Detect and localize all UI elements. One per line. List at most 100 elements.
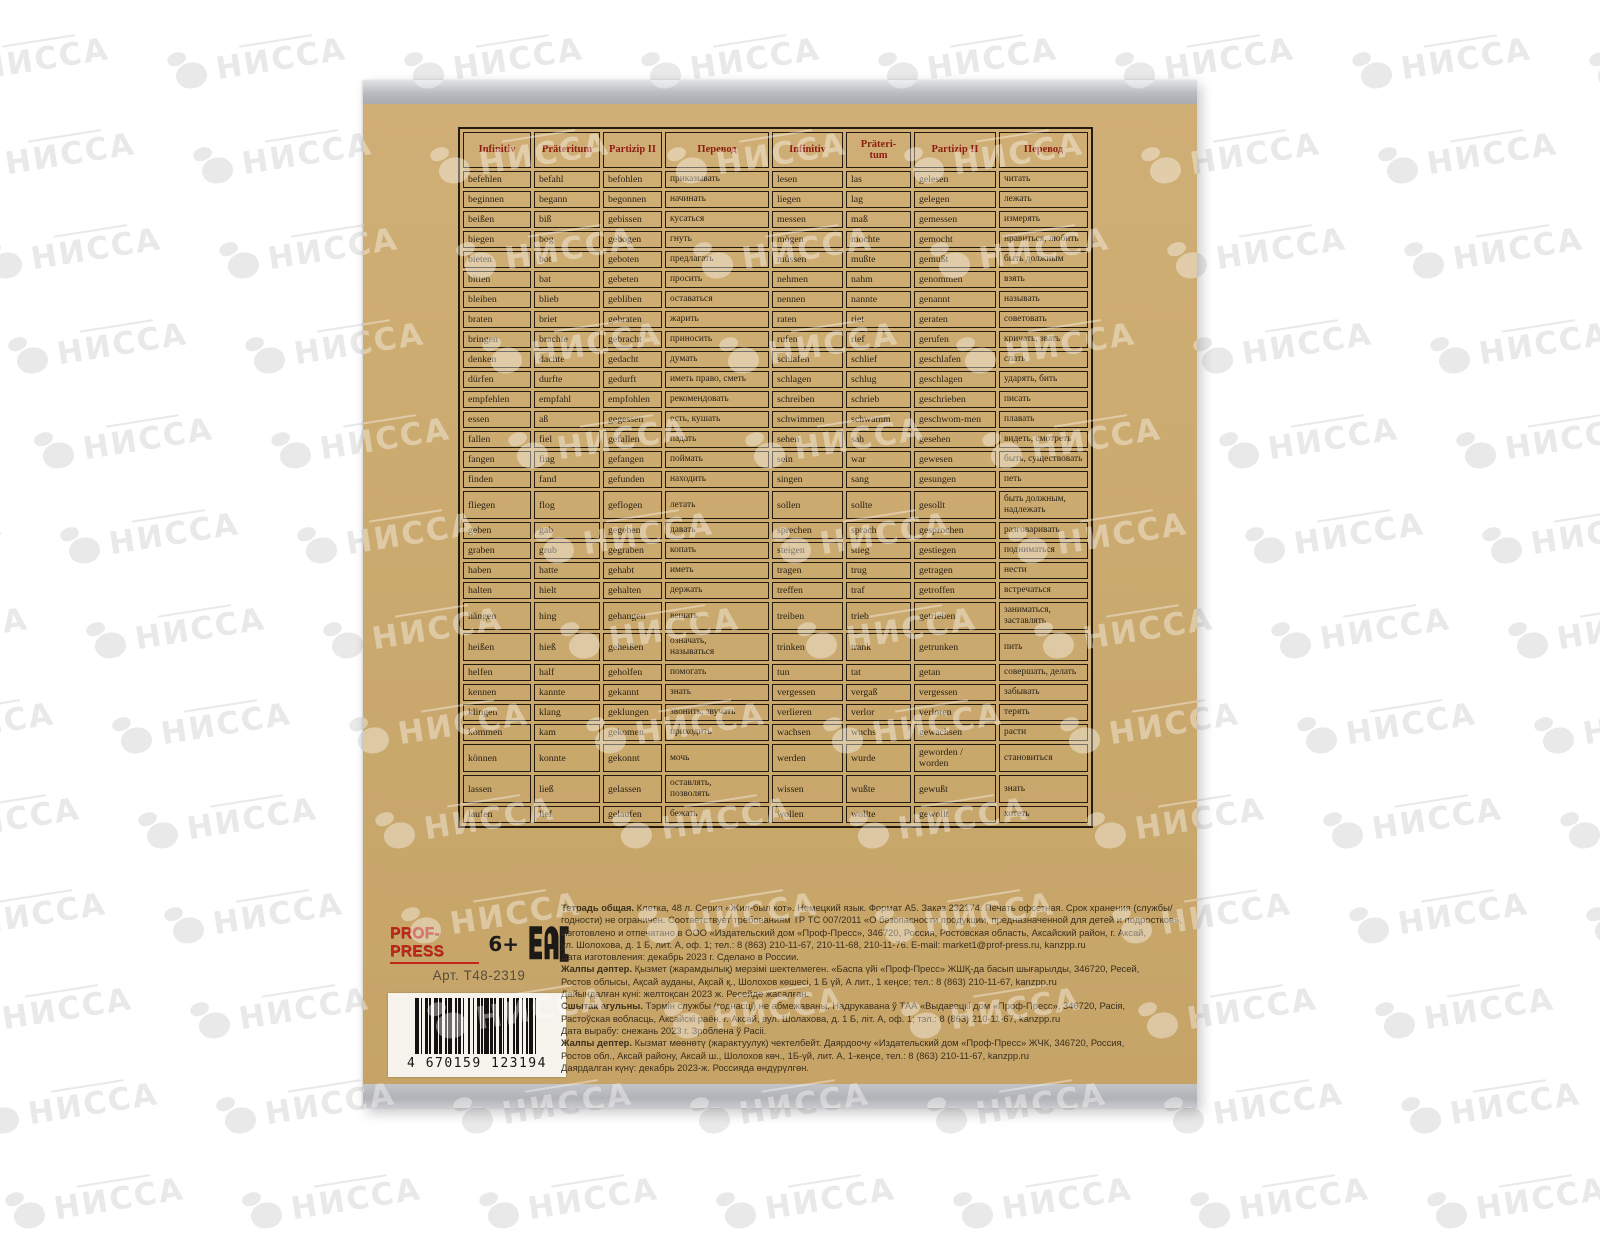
table-cell: trug	[846, 562, 911, 579]
legal-line: Ростов облысы, Ақсай ауданы, Ақсай қ., Ш…	[561, 976, 1201, 988]
nissa-watermark-text: НИССА	[0, 886, 109, 943]
nissa-watermark-text: НИССА	[1395, 886, 1531, 943]
table-cell: пить	[999, 633, 1088, 661]
table-cell: kannte	[534, 684, 600, 701]
nissa-watermark: НИССА	[951, 1163, 1135, 1233]
table-cell: fiel	[534, 431, 600, 448]
table-cell: singen	[772, 471, 843, 488]
age-rating-badge: 6+	[488, 932, 519, 956]
table-cell: спать	[999, 351, 1088, 368]
table-cell: gemessen	[914, 211, 996, 228]
notebook-back-cover: Infinitiv Präteritum Partizip II Перевод Inf…	[363, 80, 1197, 1108]
nissa-watermark: НИССА	[110, 688, 294, 758]
legal-line: Дата вырабу: снежань 2023 г. Зроблена ў …	[561, 1025, 1201, 1037]
legal-line: Сшытак агульны. Тэрмін службы (годнасці)…	[561, 1000, 1201, 1012]
table-cell: schwimmen	[772, 411, 843, 428]
nissa-logo-icon	[110, 710, 157, 758]
table-cell: sollte	[846, 491, 911, 519]
table-cell: gemußt	[914, 251, 996, 268]
table-cell: mochte	[846, 231, 911, 248]
nissa-logo-icon	[1376, 140, 1423, 188]
table-cell: geschrieben	[914, 391, 996, 408]
legal-line-text: Тэрмін службы (годнасці) не абмежаваны. …	[642, 1000, 1126, 1012]
legal-line: Даярдалган күнү: декабрь 2023-ж. Россияд…	[561, 1062, 1201, 1074]
nissa-watermark-text: НИССА	[0, 981, 135, 1038]
nissa-watermark-text: НИССА	[687, 31, 823, 88]
legal-line: ул. Шолохова, д. 1 Б, лит. А, оф. 1; тел…	[561, 939, 1201, 951]
table-cell: есть, кушать	[665, 411, 769, 428]
table-cell: читать	[999, 171, 1088, 188]
table-cell: bleiben	[463, 291, 531, 308]
table-cell: befehlen	[463, 171, 531, 188]
nissa-watermark-text: НИССА	[1184, 981, 1320, 1038]
nissa-watermark-text: НИССА	[2, 126, 138, 183]
table-row: beißen biß gebissen кусаться messen maß gemess…	[463, 211, 1088, 228]
table-cell: иметь право, сметь	[665, 371, 769, 388]
table-cell: war	[846, 451, 911, 468]
nissa-logo-icon	[1425, 1185, 1472, 1233]
table-cell: traf	[846, 582, 911, 599]
nissa-logo-icon	[3, 1185, 50, 1233]
table-cell: хотеть	[999, 806, 1088, 823]
table-cell: кусаться	[665, 211, 769, 228]
table-cell: trank	[846, 633, 911, 661]
table-cell: wollen	[772, 806, 843, 823]
table-row: halten hielt gehalten держать treffen traf get…	[463, 582, 1088, 599]
nissa-watermark: НИССА	[477, 1163, 661, 1233]
table-cell: gebliben	[603, 291, 662, 308]
table-row: fliegen flog geflogen летать sollen sollte ges…	[463, 491, 1088, 519]
nissa-watermark-text: НИССА	[132, 601, 268, 658]
nissa-watermark-text: НИССА	[1210, 1076, 1346, 1133]
column-header: Перевод	[999, 132, 1088, 168]
legal-text-block: Тетрадь общая. Клетка, 48 л. Серия «Жил-…	[561, 902, 1201, 1074]
table-cell: werden	[772, 744, 843, 772]
nissa-watermark: НИССА	[1532, 688, 1600, 758]
table-cell: empfahl	[534, 391, 600, 408]
table-cell: getrunken	[914, 633, 996, 661]
nissa-logo-icon	[1584, 900, 1600, 948]
table-cell: gelaufen	[603, 806, 662, 823]
nissa-logo-icon	[1402, 235, 1449, 283]
table-cell: hieß	[534, 633, 600, 661]
table-cell: bitten	[463, 271, 531, 288]
nissa-watermark: НИССА	[0, 878, 109, 947]
legal-line-text: Дайындалған күні: желтоқсан 2023 ж. Ресе…	[561, 988, 810, 1000]
nissa-watermark-text: НИССА	[1424, 126, 1560, 183]
nissa-watermark: НИССА	[1376, 118, 1560, 188]
nissa-logo-icon	[6, 330, 53, 378]
table-row: bitten bat gebeten просить nehmen nahm genomme…	[463, 271, 1088, 288]
column-header: Partizip II	[603, 132, 662, 168]
table-cell: brachte	[534, 331, 600, 348]
table-cell: geklungen	[603, 704, 662, 721]
table-cell: nannte	[846, 291, 911, 308]
nissa-logo-icon	[1506, 615, 1553, 663]
nissa-watermark: НИССА	[1454, 403, 1600, 473]
table-cell: hing	[534, 602, 600, 630]
nissa-watermark-text: НИССА	[0, 791, 83, 848]
table-cell: befohlen	[603, 171, 662, 188]
table-cell: bat	[534, 271, 600, 288]
table-cell: gehabt	[603, 562, 662, 579]
table-cell: бежать	[665, 806, 769, 823]
table-cell: встречаться	[999, 582, 1088, 599]
table-row: fangen fing gefangen поймать sein war gewesen б…	[463, 451, 1088, 468]
table-row: können konnte gekonnt мочь werden wurde geword…	[463, 744, 1088, 772]
column-header: Перевод	[665, 132, 769, 168]
nissa-watermark: НИССА	[1269, 593, 1453, 663]
table-cell: befahl	[534, 171, 600, 188]
table-cell: schwamm	[846, 411, 911, 428]
table-row: bleiben blieb gebliben оставаться nennen nann…	[463, 291, 1088, 308]
table-cell: durfte	[534, 371, 600, 388]
legal-line: Тетрадь общая. Клетка, 48 л. Серия «Жил-…	[561, 902, 1201, 914]
table-cell: hielt	[534, 582, 600, 599]
legal-line: Дата изготовления: декабрь 2023 г. Сдела…	[561, 951, 1201, 963]
table-cell: приносить	[665, 331, 769, 348]
table-cell: heißen	[463, 633, 531, 661]
table-cell: просить	[665, 271, 769, 288]
table-row: empfehlen empfahl empfohlen рекомендовать sc…	[463, 391, 1088, 408]
table-cell: fallen	[463, 431, 531, 448]
table-cell: оставлять, позволять	[665, 775, 769, 803]
table-cell: gerufen	[914, 331, 996, 348]
table-cell: klang	[534, 704, 600, 721]
column-header: Präteritum	[534, 132, 600, 168]
